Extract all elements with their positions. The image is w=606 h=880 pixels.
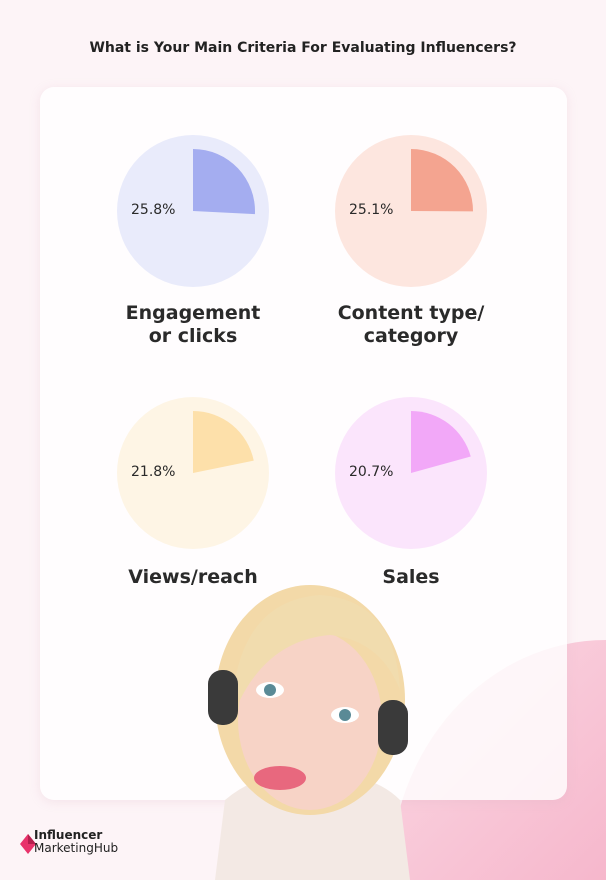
influencer-marketing-hub-logo: Influencer MarketingHub bbox=[20, 828, 160, 860]
logo-diamond-icon bbox=[20, 834, 36, 854]
category-label: Sales bbox=[382, 566, 440, 588]
data-label: 20.7% bbox=[349, 464, 393, 480]
pie-slice bbox=[411, 149, 473, 212]
pie-slice bbox=[411, 411, 471, 473]
page-title: What is Your Main Criteria For Evaluatin… bbox=[89, 40, 517, 56]
category-label: Engagement or clicks bbox=[125, 302, 261, 347]
logo-line2b: Hub bbox=[93, 841, 119, 855]
pie-slice bbox=[193, 149, 255, 215]
data-label: 21.8% bbox=[131, 464, 175, 480]
category-label: Views/reach bbox=[128, 566, 258, 588]
category-label: Content type/ category bbox=[337, 302, 485, 347]
data-label: 25.1% bbox=[349, 202, 393, 218]
data-label: 25.8% bbox=[131, 202, 175, 218]
logo-line1: Influencer bbox=[34, 828, 103, 842]
logo-line2a: Marketing bbox=[34, 841, 94, 855]
pie-slice bbox=[193, 411, 254, 473]
